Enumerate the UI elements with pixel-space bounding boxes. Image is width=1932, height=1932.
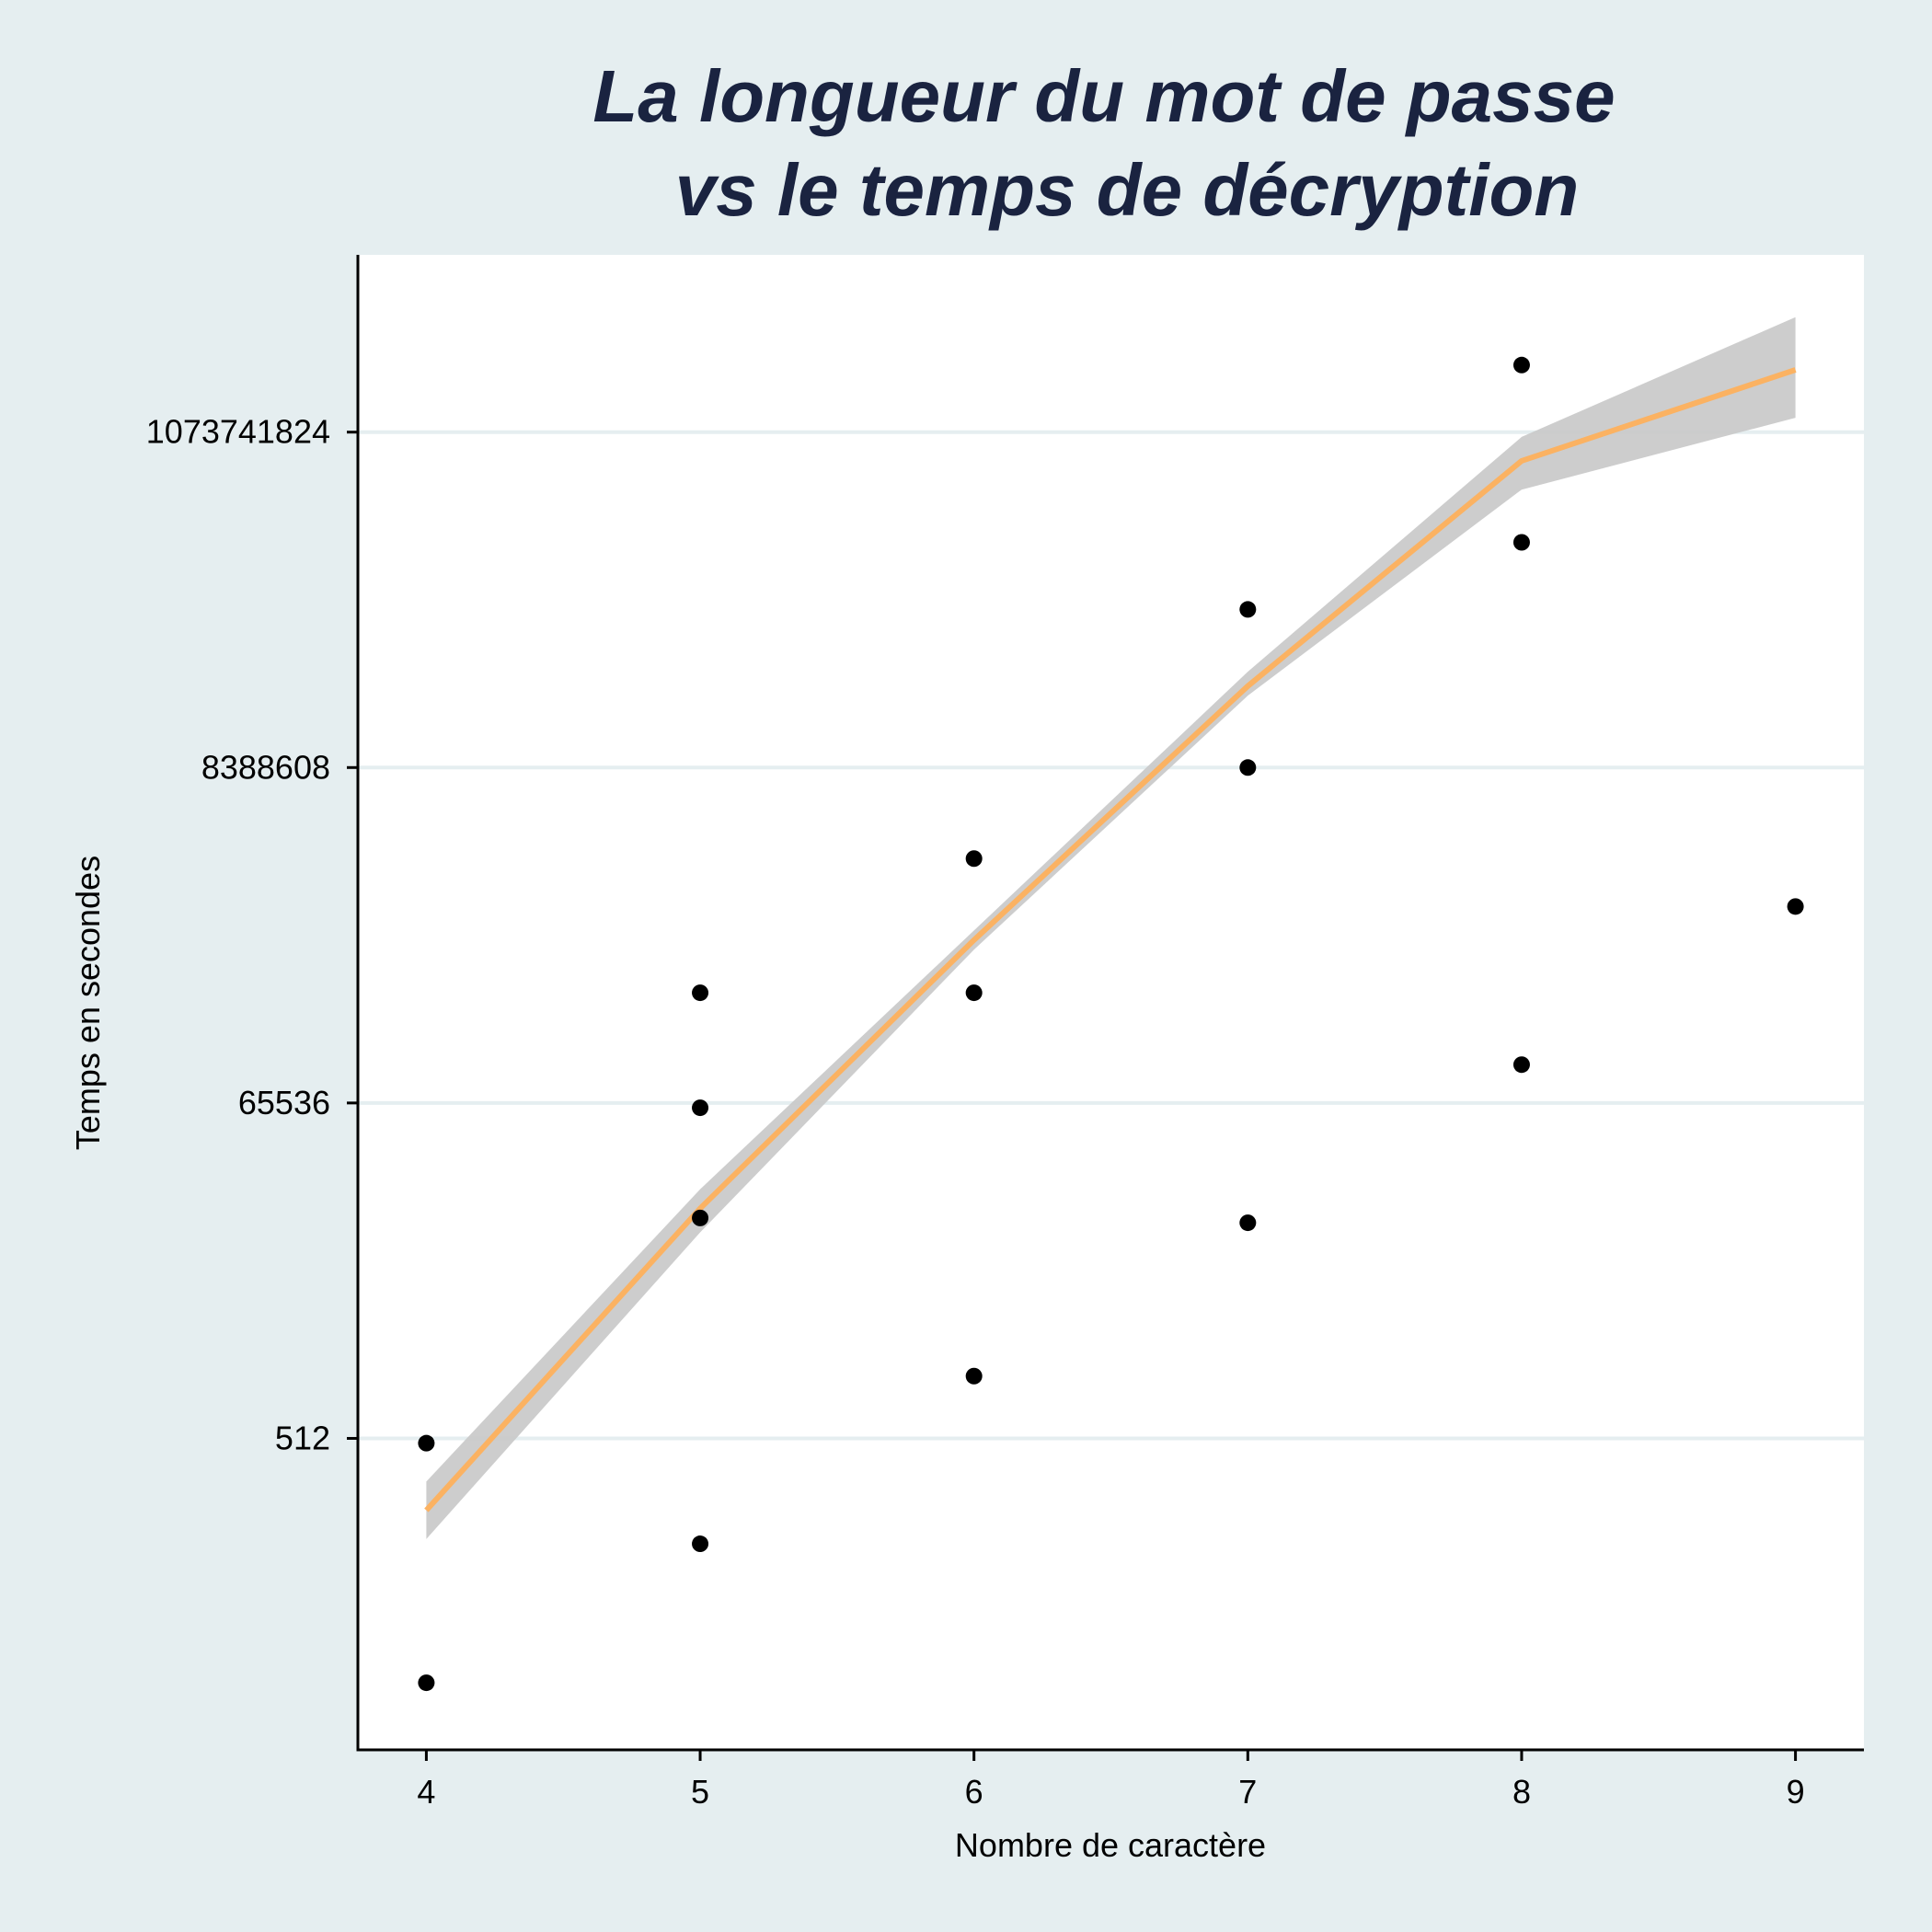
x-axis-ticks: 4 5 6 7 8 9 xyxy=(417,1750,1805,1811)
plot-area xyxy=(358,255,1864,1750)
y-tick-label-1: 65536 xyxy=(238,1084,330,1121)
data-point-13 xyxy=(1512,534,1530,551)
y-tick-label-2: 8388608 xyxy=(201,748,330,786)
data-point-10 xyxy=(1239,759,1257,776)
data-point-0 xyxy=(418,1674,435,1692)
data-point-2 xyxy=(692,1535,709,1553)
x-tick-label-4: 8 xyxy=(1512,1773,1531,1811)
chart-title-line-2: vs le temps de décryption xyxy=(675,149,1580,231)
data-point-14 xyxy=(1512,356,1530,374)
x-tick-label-1: 5 xyxy=(691,1773,709,1811)
confidence-band-area xyxy=(426,316,1796,1539)
x-tick-label-2: 6 xyxy=(965,1773,983,1811)
fit-line xyxy=(424,367,1797,1512)
x-tick-label-5: 9 xyxy=(1787,1773,1805,1811)
data-point-1 xyxy=(418,1434,435,1452)
x-tick-label-0: 4 xyxy=(417,1773,435,1811)
data-point-4 xyxy=(692,1099,709,1117)
x-axis-title: Nombre de caractère xyxy=(955,1826,1266,1864)
data-point-11 xyxy=(1239,601,1257,618)
y-axis-ticks: 512 65536 8388608 1073741824 xyxy=(146,413,358,1456)
chart-title-line-1: La longueur du mot de passe xyxy=(592,55,1615,137)
y-tick-label-0: 512 xyxy=(275,1419,330,1456)
data-point-15 xyxy=(1787,898,1804,915)
y-axis-title: Temps en secondes xyxy=(69,856,107,1150)
y-tick-label-3: 1073741824 xyxy=(146,413,330,451)
x-tick-label-3: 7 xyxy=(1238,1773,1257,1811)
data-point-9 xyxy=(1239,1214,1257,1232)
data-point-8 xyxy=(965,850,983,868)
data-point-12 xyxy=(1512,1056,1530,1074)
data-point-3 xyxy=(692,1209,709,1226)
data-point-6 xyxy=(965,1367,983,1385)
confidence-band xyxy=(426,316,1796,1539)
fit-line-group xyxy=(424,367,1797,1512)
data-points xyxy=(418,356,1804,1692)
data-point-7 xyxy=(965,984,983,1002)
data-point-5 xyxy=(692,984,709,1002)
